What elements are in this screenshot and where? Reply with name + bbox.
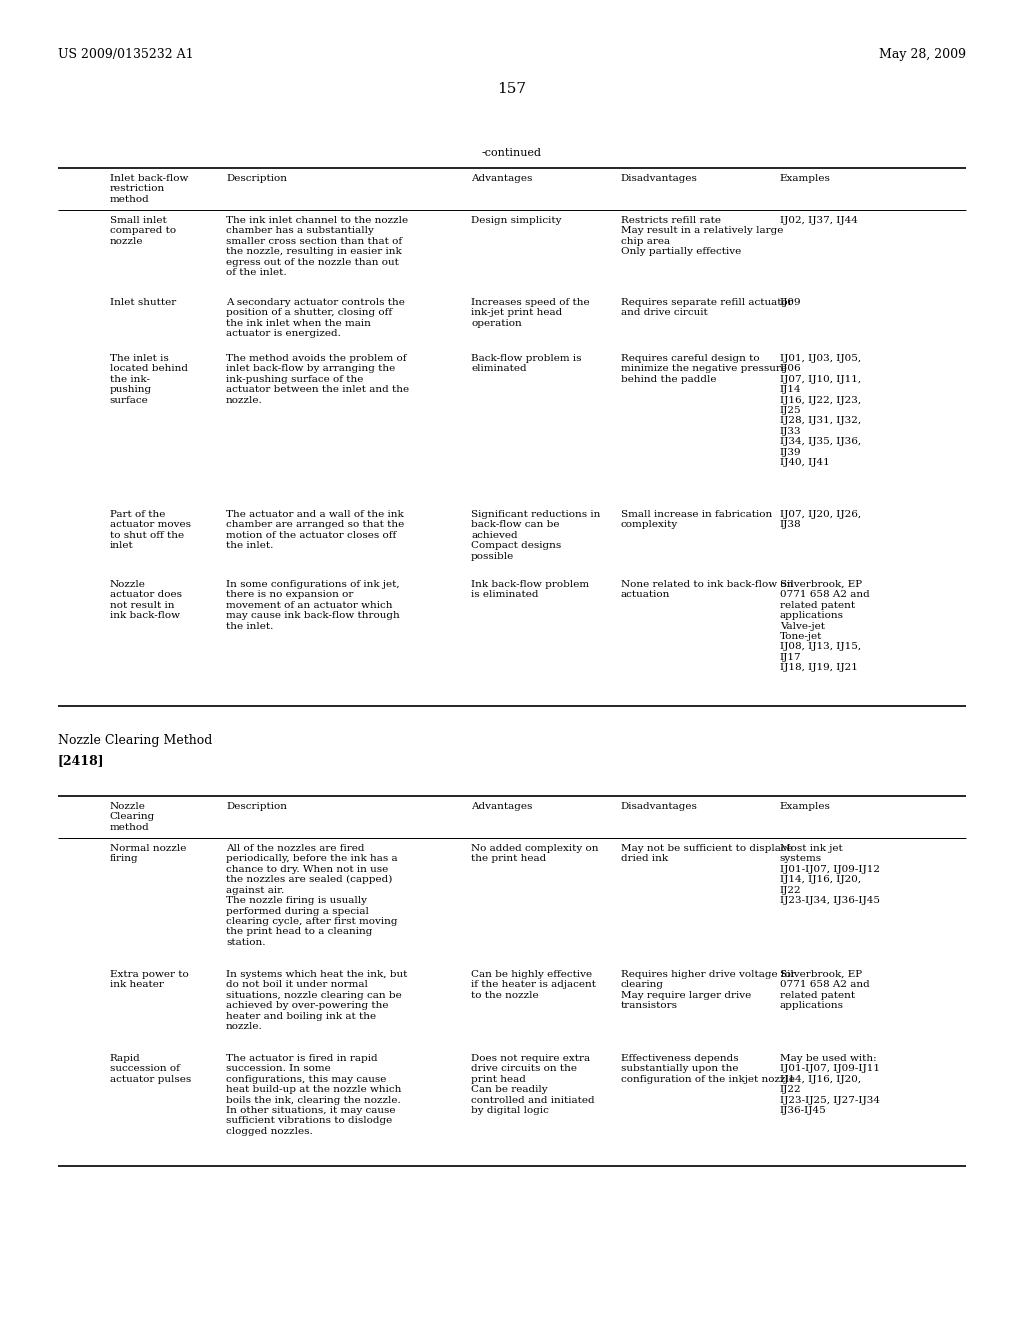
- Text: May not be sufficient to displace
dried ink: May not be sufficient to displace dried …: [621, 843, 793, 863]
- Text: The actuator and a wall of the ink
chamber are arranged so that the
motion of th: The actuator and a wall of the ink chamb…: [226, 510, 404, 550]
- Text: The method avoids the problem of
inlet back-flow by arranging the
ink-pushing su: The method avoids the problem of inlet b…: [226, 354, 410, 405]
- Text: Nozzle
actuator does
not result in
ink back-flow: Nozzle actuator does not result in ink b…: [110, 579, 181, 620]
- Text: Disadvantages: Disadvantages: [621, 803, 697, 810]
- Text: Normal nozzle
firing: Normal nozzle firing: [110, 843, 186, 863]
- Text: 157: 157: [498, 82, 526, 96]
- Text: The inlet is
located behind
the ink-
pushing
surface: The inlet is located behind the ink- pus…: [110, 354, 187, 405]
- Text: Part of the
actuator moves
to shut off the
inlet: Part of the actuator moves to shut off t…: [110, 510, 190, 550]
- Text: The actuator is fired in rapid
succession. In some
configurations, this may caus: The actuator is fired in rapid successio…: [226, 1053, 401, 1135]
- Text: IJ01, IJ03, IJ05,
IJ06
IJ07, IJ10, IJ11,
IJ14
IJ16, IJ22, IJ23,
IJ25
IJ28, IJ31,: IJ01, IJ03, IJ05, IJ06 IJ07, IJ10, IJ11,…: [780, 354, 861, 467]
- Text: Restricts refill rate
May result in a relatively large
chip area
Only partially : Restricts refill rate May result in a re…: [621, 216, 783, 256]
- Text: Requires higher drive voltage for
clearing
May require larger drive
transistors: Requires higher drive voltage for cleari…: [621, 970, 796, 1010]
- Text: Nozzle
Clearing
method: Nozzle Clearing method: [110, 803, 155, 832]
- Text: In systems which heat the ink, but
do not boil it under normal
situations, nozzl: In systems which heat the ink, but do no…: [226, 970, 408, 1031]
- Text: -continued: -continued: [482, 148, 542, 158]
- Text: Silverbrook, EP
0771 658 A2 and
related patent
applications
Valve-jet
Tone-jet
I: Silverbrook, EP 0771 658 A2 and related …: [780, 579, 869, 672]
- Text: Small increase in fabrication
complexity: Small increase in fabrication complexity: [621, 510, 772, 529]
- Text: Extra power to
ink heater: Extra power to ink heater: [110, 970, 188, 990]
- Text: Nozzle Clearing Method: Nozzle Clearing Method: [58, 734, 212, 747]
- Text: Small inlet
compared to
nozzle: Small inlet compared to nozzle: [110, 216, 176, 246]
- Text: A secondary actuator controls the
position of a shutter, closing off
the ink inl: A secondary actuator controls the positi…: [226, 298, 404, 338]
- Text: Inlet back-flow
restriction
method: Inlet back-flow restriction method: [110, 174, 188, 203]
- Text: Significant reductions in
back-flow can be
achieved
Compact designs
possible: Significant reductions in back-flow can …: [471, 510, 600, 561]
- Text: Description: Description: [226, 803, 287, 810]
- Text: IJ02, IJ37, IJ44: IJ02, IJ37, IJ44: [780, 216, 858, 224]
- Text: Rapid
succession of
actuator pulses: Rapid succession of actuator pulses: [110, 1053, 191, 1084]
- Text: Most ink jet
systems
IJ01-IJ07, IJ09-IJ12
IJ14, IJ16, IJ20,
IJ22
IJ23-IJ34, IJ36: Most ink jet systems IJ01-IJ07, IJ09-IJ1…: [780, 843, 880, 906]
- Text: May be used with:
IJ01-IJ07, IJ09-IJ11
IJ14, IJ16, IJ20,
IJ22
IJ23-IJ25, IJ27-IJ: May be used with: IJ01-IJ07, IJ09-IJ11 I…: [780, 1053, 880, 1115]
- Text: No added complexity on
the print head: No added complexity on the print head: [471, 843, 599, 863]
- Text: IJ07, IJ20, IJ26,
IJ38: IJ07, IJ20, IJ26, IJ38: [780, 510, 861, 529]
- Text: Silverbrook, EP
0771 658 A2 and
related patent
applications: Silverbrook, EP 0771 658 A2 and related …: [780, 970, 869, 1010]
- Text: US 2009/0135232 A1: US 2009/0135232 A1: [58, 48, 194, 61]
- Text: Requires careful design to
minimize the negative pressure
behind the paddle: Requires careful design to minimize the …: [621, 354, 787, 384]
- Text: Examples: Examples: [780, 174, 830, 183]
- Text: Back-flow problem is
eliminated: Back-flow problem is eliminated: [471, 354, 582, 374]
- Text: Inlet shutter: Inlet shutter: [110, 298, 176, 308]
- Text: Advantages: Advantages: [471, 174, 532, 183]
- Text: [2418]: [2418]: [58, 754, 104, 767]
- Text: IJ09: IJ09: [780, 298, 802, 308]
- Text: Effectiveness depends
substantially upon the
configuration of the inkjet nozzle: Effectiveness depends substantially upon…: [621, 1053, 795, 1084]
- Text: Increases speed of the
ink-jet print head
operation: Increases speed of the ink-jet print hea…: [471, 298, 590, 327]
- Text: In some configurations of ink jet,
there is no expansion or
movement of an actua: In some configurations of ink jet, there…: [226, 579, 399, 631]
- Text: Does not require extra
drive circuits on the
print head
Can be readily
controlle: Does not require extra drive circuits on…: [471, 1053, 595, 1115]
- Text: Examples: Examples: [780, 803, 830, 810]
- Text: Description: Description: [226, 174, 287, 183]
- Text: None related to ink back-flow on
actuation: None related to ink back-flow on actuati…: [621, 579, 794, 599]
- Text: Design simplicity: Design simplicity: [471, 216, 561, 224]
- Text: Requires separate refill actuator
and drive circuit: Requires separate refill actuator and dr…: [621, 298, 793, 317]
- Text: All of the nozzles are fired
periodically, before the ink has a
chance to dry. W: All of the nozzles are fired periodicall…: [226, 843, 397, 946]
- Text: Can be highly effective
if the heater is adjacent
to the nozzle: Can be highly effective if the heater is…: [471, 970, 596, 999]
- Text: May 28, 2009: May 28, 2009: [879, 48, 966, 61]
- Text: Advantages: Advantages: [471, 803, 532, 810]
- Text: Disadvantages: Disadvantages: [621, 174, 697, 183]
- Text: The ink inlet channel to the nozzle
chamber has a substantially
smaller cross se: The ink inlet channel to the nozzle cham…: [226, 216, 409, 277]
- Text: Ink back-flow problem
is eliminated: Ink back-flow problem is eliminated: [471, 579, 589, 599]
